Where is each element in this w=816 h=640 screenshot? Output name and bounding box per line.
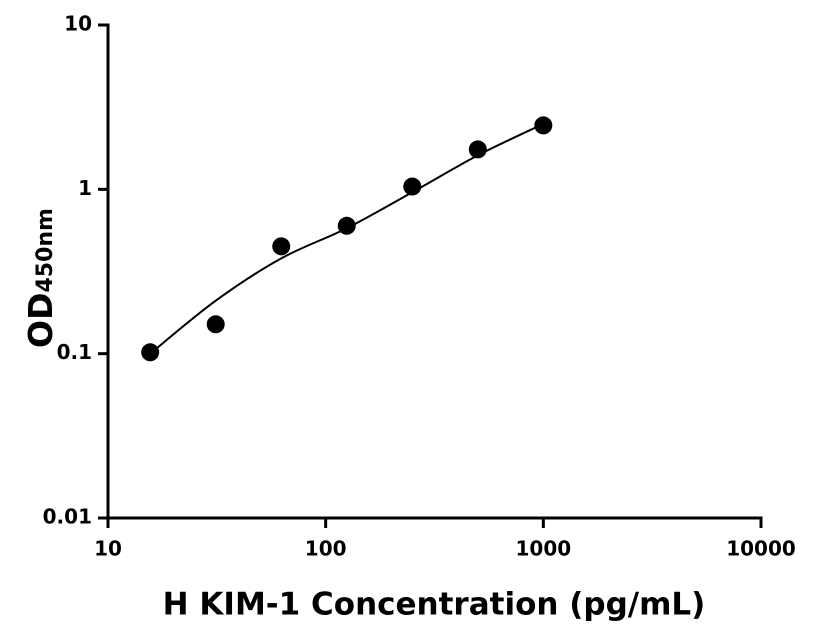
- data-point: [141, 343, 160, 362]
- data-point: [468, 140, 487, 159]
- x-axis-title: H KIM-1 Concentration (pg/mL): [163, 587, 706, 623]
- y-tick-label: 0.01: [43, 505, 92, 529]
- x-tick-label: 100: [305, 537, 347, 561]
- data-point: [337, 216, 356, 235]
- x-tick-label: 10000: [726, 537, 796, 561]
- y-tick-label: 10: [64, 12, 92, 36]
- data-point: [206, 315, 225, 334]
- y-axis-title: OD450nm: [21, 208, 60, 348]
- y-tick-label: 1: [78, 176, 92, 200]
- y-axis-title-subscript: 450nm: [33, 208, 58, 293]
- data-point: [534, 116, 553, 135]
- data-point: [272, 237, 291, 256]
- x-tick-label: 1000: [515, 537, 571, 561]
- data-point: [403, 177, 422, 196]
- y-axis-title-main: OD: [21, 293, 60, 348]
- y-tick-label: 0.1: [57, 340, 92, 364]
- x-tick-label: 10: [94, 537, 122, 561]
